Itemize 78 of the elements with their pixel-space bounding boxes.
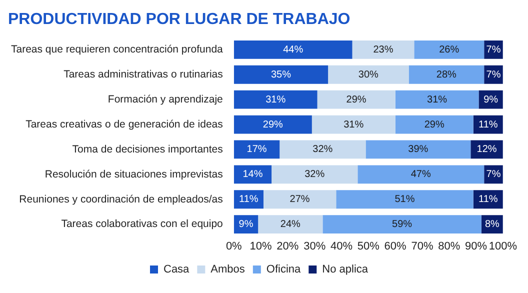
data-label: 7% — [486, 69, 501, 80]
bar — [336, 190, 474, 209]
data-label: 11% — [478, 194, 498, 206]
bar — [234, 140, 280, 159]
bar — [272, 165, 358, 184]
data-label: 26% — [439, 44, 460, 56]
legend-label: Ambos — [210, 264, 246, 276]
bar — [395, 115, 474, 134]
y-tick-label: Reuniones y coordinación de empleados/as — [19, 193, 223, 206]
legend-label: Oficina — [266, 264, 302, 276]
data-label: 35% — [270, 69, 292, 80]
data-label: 9% — [484, 94, 498, 106]
bar — [234, 90, 318, 109]
data-label: 28% — [436, 69, 457, 80]
data-label: 32% — [312, 144, 333, 156]
data-label: 7% — [486, 169, 501, 180]
data-label: 29% — [262, 119, 284, 130]
x-tick-label: 60% — [384, 240, 407, 252]
data-label: 32% — [304, 169, 325, 180]
bar — [234, 165, 272, 184]
data-label: 7% — [486, 44, 501, 56]
y-tick-label: Tareas creativas o de generación de ideas — [26, 118, 223, 130]
chart-title: PRODUCTIVIDAD POR LUGAR DE TRABAJO — [8, 11, 350, 28]
data-label: 39% — [408, 144, 428, 156]
bar — [322, 215, 482, 234]
bar — [234, 40, 352, 59]
bar — [358, 165, 484, 184]
y-tick-label: Tareas administrativas o rutinarias — [64, 68, 223, 81]
y-tick-label: Formación y aprendizaje — [108, 93, 224, 106]
data-label: 31% — [266, 94, 286, 106]
data-label: 23% — [373, 44, 394, 56]
legend-label: Casa — [163, 264, 190, 276]
x-tick-label: 50% — [357, 240, 380, 252]
data-label: 51% — [394, 194, 415, 206]
data-label: 14% — [242, 169, 263, 180]
x-tick-label: 90% — [465, 240, 488, 252]
data-label: 59% — [392, 219, 412, 230]
bar — [280, 140, 366, 159]
data-label: 12% — [476, 144, 497, 156]
data-label: 47% — [410, 169, 431, 180]
data-label: 30% — [358, 69, 379, 80]
data-label: 44% — [283, 44, 304, 56]
data-label: 31% — [344, 119, 364, 130]
data-label: 11% — [478, 119, 498, 130]
data-label: 11% — [239, 194, 258, 206]
x-tick-label: 0% — [226, 240, 242, 252]
data-label: 24% — [280, 219, 301, 230]
data-label: 8% — [484, 219, 500, 230]
bar — [263, 190, 336, 209]
y-tick-label: Tareas colaborativas con el equipo — [61, 218, 224, 230]
data-label: 17% — [246, 144, 267, 156]
legend-label: No aplica — [322, 264, 369, 276]
bar — [414, 40, 484, 59]
bar — [366, 140, 471, 159]
x-tick-label: 100% — [488, 240, 518, 252]
bar — [317, 90, 396, 109]
data-label: 29% — [346, 94, 366, 106]
bar — [328, 65, 409, 84]
x-tick-label: 10% — [250, 240, 272, 252]
data-label: 31% — [427, 94, 448, 106]
x-tick-label: 30% — [304, 240, 326, 252]
data-label: 9% — [238, 219, 254, 230]
x-tick-label: 40% — [330, 240, 353, 252]
bar — [408, 65, 484, 84]
bar — [234, 115, 312, 134]
x-tick-label: 80% — [438, 240, 460, 252]
data-label: 27% — [290, 194, 310, 206]
bar — [234, 65, 328, 84]
bar — [352, 40, 414, 59]
x-tick-label: 70% — [411, 240, 434, 252]
x-tick-label: 20% — [276, 240, 299, 252]
y-tick-label: Toma de decisiones importantes — [72, 143, 223, 156]
bar — [258, 215, 323, 234]
y-tick-label: Resolución de situaciones imprevistas — [44, 168, 223, 180]
data-label: 29% — [424, 119, 444, 130]
y-tick-label: Tareas que requieren concentración profunda — [10, 44, 224, 56]
bar — [312, 115, 396, 134]
bar — [395, 90, 479, 109]
